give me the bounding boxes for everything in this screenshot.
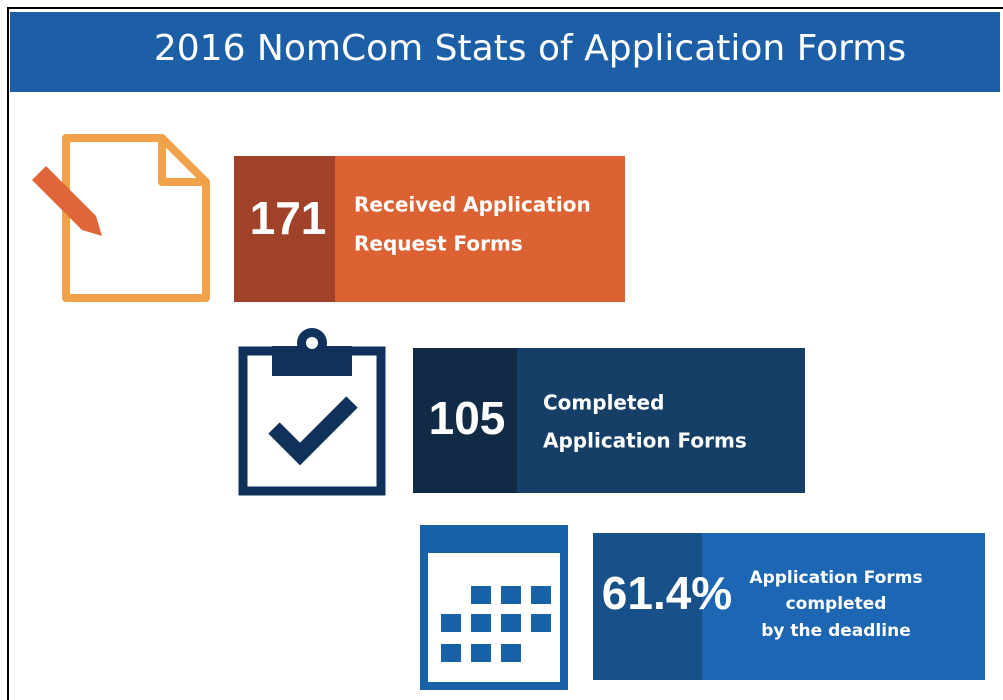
document-icon xyxy=(32,134,210,302)
title: 2016 NomCom Stats of Application Forms xyxy=(154,28,906,69)
stat-label: Received Application xyxy=(354,193,591,217)
stat-label: Application Forms xyxy=(749,568,922,588)
clipboard-icon xyxy=(238,328,386,496)
title-bar xyxy=(10,12,1000,92)
stat-number-box xyxy=(234,156,335,302)
stat-label: by the deadline xyxy=(761,621,910,641)
stat-value: 61.4% xyxy=(602,567,732,619)
stat-value: 171 xyxy=(250,192,327,244)
calendar-icon xyxy=(420,525,568,690)
stat-label: Application Forms xyxy=(543,429,747,453)
stat-label: Request Forms xyxy=(354,232,523,256)
stat-label: Completed xyxy=(543,391,664,415)
frame xyxy=(7,7,1003,700)
stat-number-box xyxy=(593,533,702,680)
stat-number-box xyxy=(413,348,517,493)
stat-value: 105 xyxy=(429,392,506,444)
stat-label: completed xyxy=(786,594,887,614)
